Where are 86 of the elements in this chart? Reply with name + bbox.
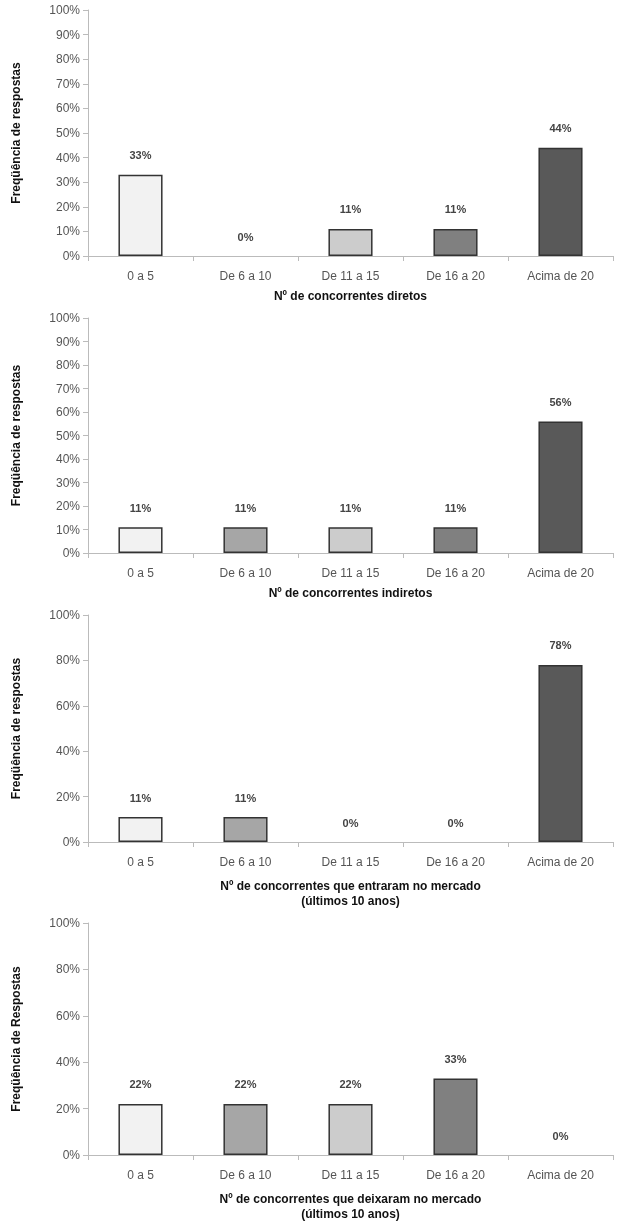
y-tick-label: 60% bbox=[55, 1008, 81, 1023]
data-label: 11% bbox=[234, 791, 257, 804]
x-axis-title: Nº de concorrentes diretos bbox=[273, 288, 428, 303]
y-tick-label: 100% bbox=[49, 3, 81, 17]
y-tick-label: 40% bbox=[55, 744, 81, 759]
x-tick-label: De 11 a 15 bbox=[321, 566, 380, 580]
x-tick-label: De 16 a 20 bbox=[426, 269, 486, 283]
y-tick-label: 80% bbox=[55, 962, 81, 977]
data-label: 0% bbox=[447, 816, 464, 829]
y-tick-label: 100% bbox=[49, 608, 81, 622]
y-tick-label: 0% bbox=[62, 835, 81, 849]
y-tick-label: 10% bbox=[55, 522, 81, 537]
bar bbox=[328, 228, 373, 256]
y-tick-label: 40% bbox=[55, 150, 81, 165]
y-tick-label: 60% bbox=[55, 101, 81, 116]
data-label: 11% bbox=[339, 501, 362, 514]
data-label: 11% bbox=[339, 203, 362, 216]
y-tick-label: 30% bbox=[55, 475, 81, 490]
y-tick-label: 80% bbox=[55, 653, 81, 668]
x-tick-label: 0 a 5 bbox=[127, 566, 155, 580]
y-tick-label: 50% bbox=[55, 428, 81, 443]
y-tick-label: 70% bbox=[55, 381, 81, 396]
y-tick-label: 0% bbox=[62, 546, 81, 560]
y-axis-title: Freqüência de respostas bbox=[9, 61, 23, 204]
x-tick-label: 0 a 5 bbox=[127, 1168, 155, 1182]
x-tick-label: Acima de 20 bbox=[527, 1168, 595, 1182]
x-tick-label: 0 a 5 bbox=[127, 269, 155, 283]
data-label: 0% bbox=[237, 230, 254, 243]
y-tick-label: 100% bbox=[49, 916, 81, 930]
y-tick-label: 60% bbox=[55, 698, 81, 713]
x-tick-label: De 16 a 20 bbox=[426, 855, 486, 869]
x-tick-label: De 6 a 10 bbox=[219, 566, 272, 580]
data-label: 11% bbox=[444, 203, 467, 216]
y-tick-label: 60% bbox=[55, 405, 81, 419]
y-tick-label: 90% bbox=[55, 334, 81, 349]
data-label: 33% bbox=[129, 149, 152, 162]
y-tick-label: 40% bbox=[55, 1055, 81, 1070]
x-tick-label: Acima de 20 bbox=[527, 566, 595, 580]
y-tick-label: 10% bbox=[55, 224, 81, 239]
bar bbox=[118, 174, 163, 256]
bar bbox=[538, 147, 583, 256]
y-tick-label: 20% bbox=[55, 789, 81, 804]
y-tick-label: 70% bbox=[55, 76, 81, 91]
data-label: 11% bbox=[444, 501, 467, 514]
y-tick-label: 20% bbox=[55, 199, 81, 214]
data-label: 22% bbox=[339, 1078, 362, 1091]
data-label: 44% bbox=[549, 122, 572, 135]
y-tick-label: 50% bbox=[55, 126, 81, 140]
x-tick-label: De 6 a 10 bbox=[219, 1168, 272, 1182]
x-tick-label: 0 a 5 bbox=[127, 855, 155, 869]
data-label: 0% bbox=[552, 1129, 569, 1142]
y-tick-label: 80% bbox=[55, 52, 81, 67]
x-axis-title: Nº de concorrentes que entraram no mercado (últimos 10 anos) bbox=[220, 878, 481, 908]
bar bbox=[433, 228, 478, 256]
y-tick-label: 100% bbox=[49, 311, 81, 325]
data-label: 0% bbox=[342, 816, 359, 829]
y-tick-label: 40% bbox=[55, 452, 81, 466]
y-axis-title: Freqüência de Respostas bbox=[9, 965, 23, 1112]
x-tick-label: Acima de 20 bbox=[527, 855, 595, 869]
x-tick-label: De 6 a 10 bbox=[219, 855, 272, 869]
x-axis-title: Nº de concorrentes indiretos bbox=[268, 585, 433, 600]
y-tick-label: 30% bbox=[55, 175, 81, 190]
data-label: 78% bbox=[549, 639, 572, 652]
x-axis-title: Nº de concorrentes que deixaram no mercado (últimos 10 anos) bbox=[219, 1191, 482, 1221]
data-label: 11% bbox=[234, 501, 257, 514]
x-tick-label: De 11 a 15 bbox=[321, 855, 380, 869]
data-label: 33% bbox=[444, 1052, 467, 1065]
x-tick-label: De 16 a 20 bbox=[426, 1168, 486, 1182]
x-tick-label: De 6 a 10 bbox=[219, 269, 272, 283]
data-label: 56% bbox=[549, 395, 572, 408]
y-tick-label: 90% bbox=[55, 27, 81, 42]
x-tick-label: De 16 a 20 bbox=[426, 566, 486, 580]
y-axis-title: Freqüência de respostas bbox=[9, 364, 23, 507]
x-tick-label: De 11 a 15 bbox=[321, 269, 380, 283]
y-tick-label: 0% bbox=[62, 249, 81, 263]
y-tick-label: 0% bbox=[62, 1148, 81, 1162]
data-label: 22% bbox=[234, 1078, 257, 1091]
y-tick-label: 20% bbox=[55, 499, 81, 513]
data-label: 11% bbox=[129, 501, 152, 514]
y-tick-label: 20% bbox=[55, 1101, 81, 1116]
data-label: 22% bbox=[129, 1078, 152, 1091]
data-label: 11% bbox=[129, 791, 152, 804]
y-axis-title: Freqüência de respostas bbox=[9, 657, 23, 800]
y-tick-label: 80% bbox=[55, 358, 81, 372]
x-tick-label: Acima de 20 bbox=[527, 269, 595, 283]
x-tick-label: De 11 a 15 bbox=[321, 1168, 380, 1182]
